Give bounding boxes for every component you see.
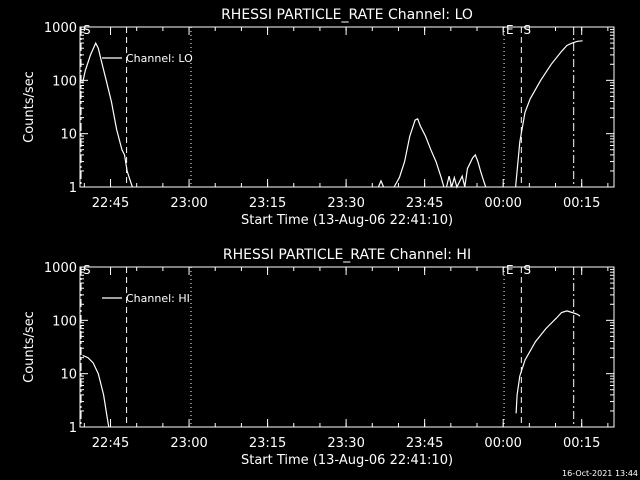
x-tick-label: 00:00 xyxy=(484,196,521,211)
timestamp-label: 16-Oct-2021 13:44 xyxy=(562,469,638,478)
x-tick-label: 00:15 xyxy=(563,196,600,211)
series-line xyxy=(393,117,445,188)
series-line xyxy=(82,354,110,428)
y-tick-label: 1 xyxy=(69,421,77,436)
x-tick-label: 23:00 xyxy=(170,196,207,211)
plot-frame xyxy=(79,26,615,188)
series-line xyxy=(515,40,583,188)
x-axis-label: Start Time (13-Aug-06 22:41:10) xyxy=(241,453,453,468)
y-tick-label: 100 xyxy=(52,314,77,329)
time-marker-label: S xyxy=(523,23,531,37)
x-tick-label: 23:30 xyxy=(327,196,364,211)
series-line xyxy=(515,310,581,414)
time-marker-label: S xyxy=(523,263,531,277)
x-axis-label: Start Time (13-Aug-06 22:41:10) xyxy=(241,213,453,228)
y-tick-label: 10 xyxy=(60,368,77,383)
x-tick-label: 22:45 xyxy=(92,196,129,211)
x-tick-label: 00:00 xyxy=(484,436,521,451)
x-tick-label: 23:00 xyxy=(170,436,207,451)
x-tick-label: 23:45 xyxy=(406,436,443,451)
series-line xyxy=(445,153,487,189)
x-tick-label: 22:45 xyxy=(92,436,129,451)
y-tick-label: 1 xyxy=(69,181,77,196)
legend-label: Channel: HI xyxy=(126,292,190,305)
y-axis-label: Counts/sec xyxy=(22,71,37,143)
time-marker-label: E xyxy=(506,23,514,37)
time-marker-label: S xyxy=(83,23,91,37)
y-tick-label: 1000 xyxy=(44,261,77,276)
x-tick-label: 23:15 xyxy=(249,196,286,211)
legend-label: Channel: LO xyxy=(126,52,193,65)
time-marker-label: E xyxy=(506,263,514,277)
time-marker-label: S xyxy=(83,263,91,277)
series-line xyxy=(82,41,133,188)
hi-channel-chart: RHESSI PARTICLE_RATE Channel: HI 1 10 100 10… xyxy=(22,247,615,468)
y-tick-label: 1000 xyxy=(44,21,77,36)
x-tick-label: 23:45 xyxy=(406,196,443,211)
lo-channel-chart: RHESSI PARTICLE_RATE Channel: LO 1 10 100 10… xyxy=(22,7,615,228)
x-tick-label: 23:15 xyxy=(249,436,286,451)
chart-title: RHESSI PARTICLE_RATE Channel: LO xyxy=(221,7,473,23)
y-tick-label: 10 xyxy=(60,128,77,143)
plot-frame xyxy=(79,266,615,428)
x-tick-label: 23:30 xyxy=(327,436,364,451)
chart-title: RHESSI PARTICLE_RATE Channel: HI xyxy=(223,247,471,263)
y-tick-label: 100 xyxy=(52,74,77,89)
series-line xyxy=(377,179,385,188)
x-tick-label: 00:15 xyxy=(563,436,600,451)
y-axis-label: Counts/sec xyxy=(22,311,37,383)
